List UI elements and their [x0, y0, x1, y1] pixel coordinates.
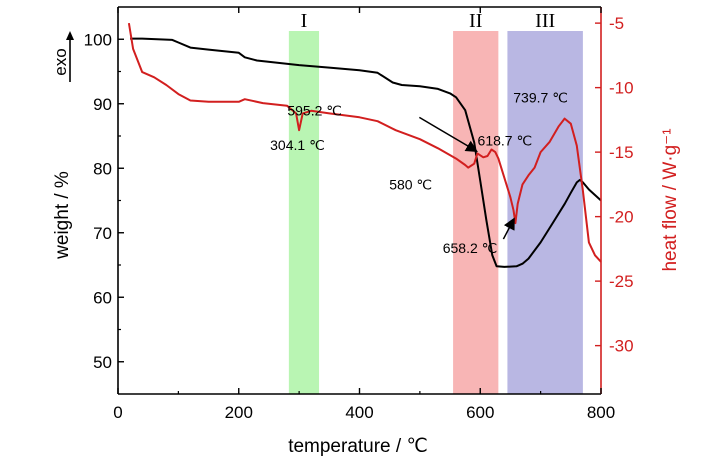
- weight-curve: [130, 37, 602, 268]
- heat-flow-curve: [127, 22, 602, 263]
- peak-annotations: 304.1 ℃ 595.2 ℃ 618.7 ℃ 580 ℃ 739.7 ℃ 658.2 ℃: [270, 90, 568, 256]
- exo-label: exo: [51, 48, 70, 75]
- x-tick-label: 0: [113, 403, 122, 422]
- y-right-tick-label: -20: [609, 208, 634, 227]
- y-axis-left-label: weight / %: [52, 171, 73, 260]
- y-right-tick-label: -25: [609, 272, 634, 291]
- y-axis-right-label: heat flow / W·g⁻¹: [660, 128, 681, 271]
- region-1-band: [288, 31, 320, 394]
- annotation-arrow: [502, 217, 515, 240]
- y-left-tick-label: 50: [93, 353, 112, 372]
- y-left-tick-label: 80: [93, 159, 112, 178]
- annotation-label: 618.7 ℃: [478, 133, 533, 149]
- y-left-tick-label: 60: [93, 288, 112, 307]
- temperature-regions: I II III: [288, 10, 583, 394]
- region-2-band: [453, 31, 499, 394]
- y-left-tick-label: 90: [93, 95, 112, 114]
- region-3-band: [507, 31, 583, 394]
- axis-ticks: 0 200 400 600 800 50 60 70 80 90 100 -5 -10 -15 -20 -25…: [84, 7, 634, 422]
- region-2-label: II: [469, 10, 482, 32]
- region-1-label: I: [301, 10, 308, 32]
- y-right-tick-label: -10: [609, 79, 634, 98]
- annotation-arrow: [418, 116, 478, 152]
- y-right-tick-label: -5: [609, 14, 624, 33]
- data-series: [127, 22, 602, 268]
- exo-arrow-icon: [66, 31, 74, 82]
- x-tick-label: 600: [466, 403, 494, 422]
- annotation-label: 739.7 ℃: [513, 90, 568, 106]
- y-left-tick-label: 100: [84, 30, 112, 49]
- y-right-tick-label: -30: [609, 337, 634, 356]
- x-tick-label: 800: [587, 403, 615, 422]
- annotation-label: 304.1 ℃: [270, 137, 325, 153]
- y-right-tick-label: -15: [609, 143, 634, 162]
- annotation-label: 595.2 ℃: [287, 102, 342, 118]
- y-left-tick-label: 70: [93, 224, 112, 243]
- x-tick-label: 200: [225, 403, 253, 422]
- x-tick-label: 400: [345, 403, 373, 422]
- x-axis-label: temperature / ℃: [288, 436, 428, 457]
- annotation-label: 658.2 ℃: [443, 240, 498, 256]
- region-3-label: III: [535, 10, 555, 32]
- annotation-label: 580 ℃: [389, 177, 432, 193]
